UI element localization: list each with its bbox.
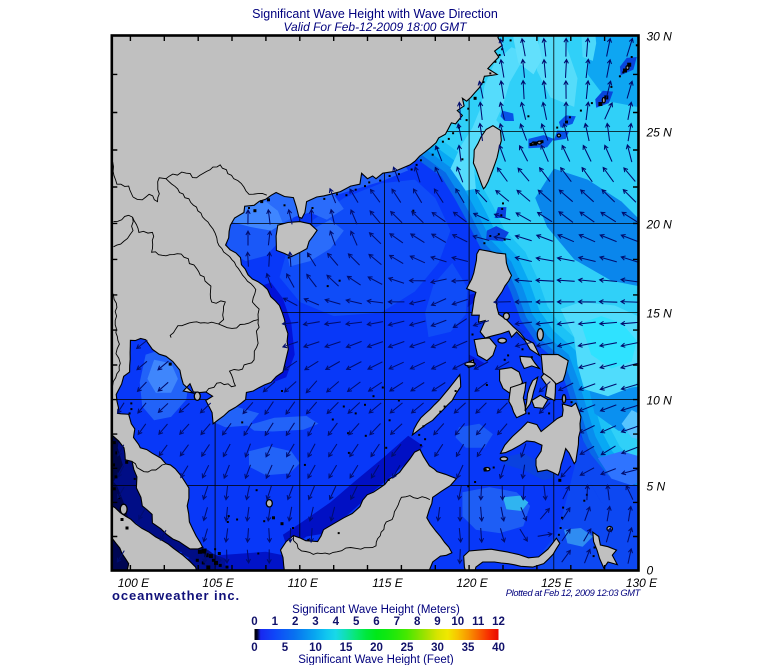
svg-text:25: 25 [401,642,414,654]
svg-text:0: 0 [251,642,257,654]
svg-text:115 E: 115 E [372,576,403,590]
svg-text:0: 0 [647,564,654,578]
svg-text:30 N: 30 N [647,30,673,44]
svg-text:5: 5 [353,616,360,628]
svg-text:Valid For Feb-12-2009 18:00 GM: Valid For Feb-12-2009 18:00 GMT [284,20,469,34]
svg-text:10: 10 [451,616,464,628]
svg-text:10: 10 [309,642,322,654]
svg-text:30: 30 [431,642,444,654]
svg-text:120 E: 120 E [456,576,488,590]
svg-text:20 N: 20 N [646,217,673,231]
svg-text:oceanweather inc.: oceanweather inc. [112,588,240,603]
svg-text:3: 3 [312,616,318,628]
svg-text:4: 4 [333,616,340,628]
svg-text:Plotted at Feb 12, 2009 12:03: Plotted at Feb 12, 2009 12:03 GMT [506,588,642,598]
svg-text:20: 20 [370,642,383,654]
svg-text:5: 5 [282,642,289,654]
svg-text:0: 0 [251,616,257,628]
svg-text:125 E: 125 E [541,576,573,590]
svg-text:Significant Wave Height (Meter: Significant Wave Height (Meters) [292,604,460,616]
svg-text:40: 40 [492,642,505,654]
svg-text:15 N: 15 N [647,307,673,321]
svg-text:100 E: 100 E [118,576,150,590]
svg-text:Significant Wave Height with W: Significant Wave Height with Wave Direct… [252,7,498,21]
svg-text:5 N: 5 N [647,479,666,493]
svg-text:15: 15 [340,642,353,654]
svg-text:7: 7 [394,616,400,628]
svg-text:130 E: 130 E [626,576,658,590]
svg-text:12: 12 [492,616,505,628]
svg-text:35: 35 [462,642,475,654]
svg-text:105 E: 105 E [202,576,234,590]
svg-text:6: 6 [373,616,379,628]
svg-text:10 N: 10 N [647,394,673,408]
svg-text:2: 2 [292,616,298,628]
svg-text:1: 1 [272,616,279,628]
svg-text:Significant Wave Height (Feet): Significant Wave Height (Feet) [298,654,454,665]
svg-text:110 E: 110 E [288,576,319,590]
svg-text:8: 8 [414,616,421,628]
svg-text:9: 9 [434,616,440,628]
svg-text:25 N: 25 N [646,125,673,139]
svg-text:11: 11 [472,616,485,628]
